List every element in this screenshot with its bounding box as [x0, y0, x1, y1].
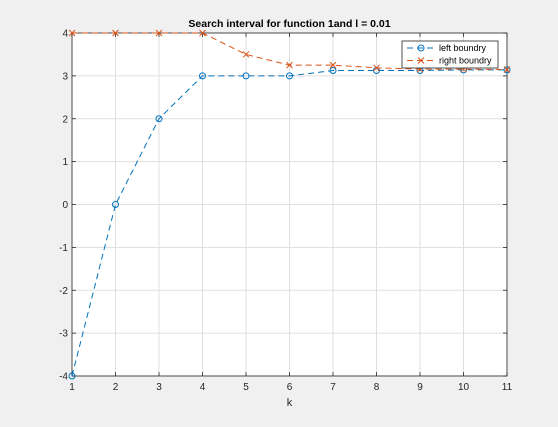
- data-point-left-boundry: [68, 372, 76, 380]
- data-point-left-boundry: [329, 67, 337, 75]
- data-point-right-boundry: [199, 29, 206, 37]
- data-point-right-boundry: [68, 29, 76, 37]
- y-tick-label: 4: [62, 29, 68, 40]
- x-tick-label: 2: [113, 382, 119, 393]
- marker-stroke: [68, 29, 76, 37]
- x-tick-label: 5: [243, 382, 249, 393]
- data-point-right-boundry: [503, 66, 511, 73]
- chart-title: Search interval for function 1and l = 0.…: [188, 18, 390, 30]
- data-point-right-boundry: [373, 64, 380, 72]
- x-tick-label: 1: [69, 382, 75, 393]
- marker-stroke: [417, 57, 425, 64]
- legend-marker-right-boundry: [417, 57, 425, 64]
- data-point-right-boundry: [329, 61, 337, 69]
- x-axis-label: k: [287, 397, 293, 409]
- data-point-right-boundry: [155, 29, 163, 37]
- legend-marker-left-boundry: [417, 44, 425, 52]
- legend: left boundry right boundry: [401, 40, 499, 69]
- x-tick-label: 10: [458, 382, 470, 393]
- y-tick-label: -1: [59, 243, 68, 254]
- y-tick-label: -3: [59, 329, 68, 340]
- x-tick-label: 6: [287, 382, 293, 393]
- data-point-left-boundry: [112, 201, 119, 208]
- data-point-left-boundry: [286, 72, 293, 80]
- data-point-left-boundry: [199, 72, 206, 80]
- data-point-left-boundry: [242, 72, 250, 80]
- data-point-right-boundry: [112, 29, 119, 37]
- x-tick-label: 3: [156, 382, 162, 393]
- data-point-left-boundry: [155, 115, 163, 123]
- x-tick-label: 11: [502, 382, 513, 393]
- marker-stroke: [329, 61, 337, 69]
- x-tick-label: 4: [200, 382, 206, 393]
- legend-label-right-boundry: right boundry: [439, 56, 492, 66]
- marker-stroke: [286, 61, 293, 69]
- marker-stroke: [373, 64, 380, 72]
- axes: 1 2 3 4 5 6 7 8 9 10 11 -4 -3 -2 -1 0 1 2 3 4: [59, 29, 513, 394]
- y-tick-label: 1: [62, 157, 68, 168]
- marker-stroke: [155, 29, 163, 37]
- series-line-left-boundry: [71, 69, 507, 377]
- x-tick-label: 9: [417, 382, 423, 393]
- marker-stroke: [503, 66, 511, 73]
- marker-stroke: [242, 51, 250, 58]
- y-tick-label: -4: [59, 372, 68, 383]
- marker-stroke: [112, 29, 119, 37]
- marker-stroke: [199, 29, 206, 37]
- y-tick-label: 0: [62, 200, 68, 211]
- y-tick-label: 3: [62, 71, 68, 82]
- data-point-right-boundry: [242, 51, 250, 58]
- legend-label-left-boundry: left boundry: [439, 43, 487, 53]
- x-tick-label: 8: [374, 382, 380, 393]
- data-point-right-boundry: [286, 61, 293, 69]
- x-tick-label: 7: [330, 382, 336, 393]
- y-tick-label: 2: [62, 114, 68, 125]
- data-point-left-boundry: [503, 66, 511, 74]
- y-tick-label: -2: [59, 286, 68, 297]
